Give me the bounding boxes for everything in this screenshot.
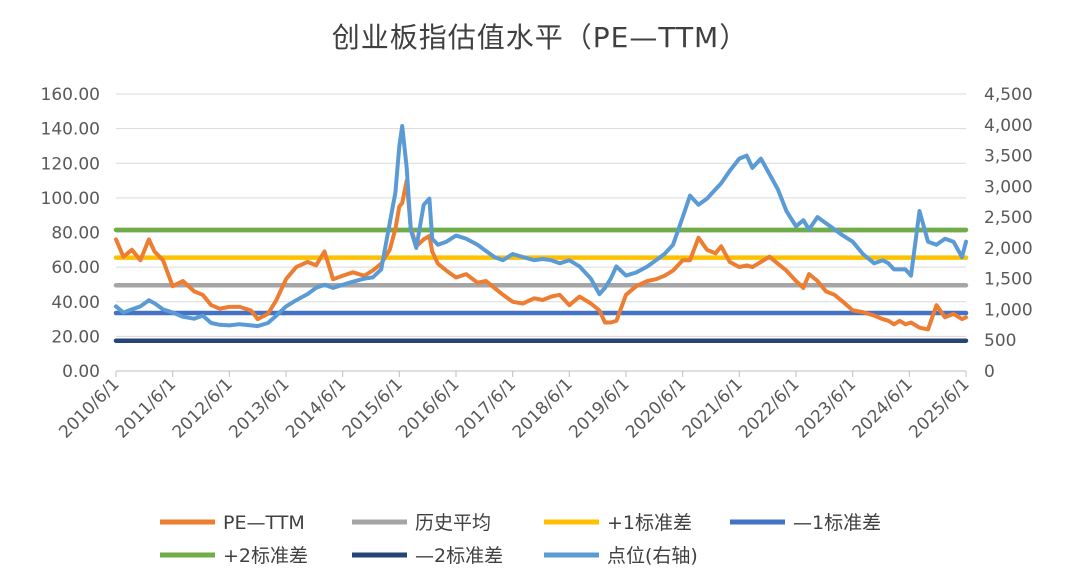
- x-tick-label: 2016/6/1: [395, 374, 463, 442]
- x-tick-label: 2021/6/1: [679, 374, 747, 442]
- y-right-tick-label: 4,500: [984, 85, 1033, 105]
- series-line-pe-ttm: [114, 178, 968, 332]
- x-tick-label: 2013/6/1: [225, 374, 293, 442]
- y-left-tick-label: 20.00: [51, 327, 100, 347]
- x-tick-label: 2017/6/1: [452, 374, 520, 442]
- x-tick-label: 2022/6/1: [735, 374, 803, 442]
- y-left-tick-label: 40.00: [51, 293, 100, 313]
- y-right-tick-label: 1,000: [984, 300, 1033, 320]
- y-right-tick-label: 1,500: [984, 270, 1033, 290]
- y-left-tick-label: 160.00: [41, 85, 100, 105]
- y-right-tick-label: 3,500: [984, 147, 1033, 167]
- legend-label-plus-2-std: +2标准差: [223, 545, 308, 567]
- series-line-index-right-axis: [114, 124, 968, 329]
- x-tick-label: 2014/6/1: [282, 374, 350, 442]
- x-tick-label: 2024/6/1: [849, 374, 917, 442]
- x-tick-label: 2019/6/1: [565, 374, 633, 442]
- x-tick-label: 2020/6/1: [622, 374, 690, 442]
- legend-label-minus-1-std: —1标准差: [793, 512, 881, 534]
- legend-label-index-right-axis: 点位(右轴): [607, 545, 698, 567]
- x-tick-label: 2025/6/1: [905, 374, 973, 442]
- y-left-tick-label: 60.00: [51, 258, 100, 278]
- legend-label-plus-1-std: +1标准差: [607, 512, 692, 534]
- legend: PE—TTM 历史平均 +1标准差 —1标准差 +2标准差 —2标准差 点位(右轴): [160, 512, 881, 567]
- chart-title: 创业板指估值水平（PE—TTM）: [331, 21, 749, 54]
- x-tick-label: 2018/6/1: [509, 374, 577, 442]
- x-tick-label: 2011/6/1: [112, 374, 180, 442]
- y-left-tick-label: 100.00: [41, 189, 100, 209]
- axes: 0.00 20.00 40.00 60.00 80.00 100.00 120.00 140.…: [41, 85, 1033, 443]
- x-tick-label: 2012/6/1: [169, 374, 237, 442]
- series-lines: [113, 124, 969, 343]
- y-left-tick-label: 0.00: [62, 362, 100, 382]
- y-right-tick-label: 0: [984, 362, 995, 382]
- y-left-tick-label: 120.00: [41, 154, 100, 174]
- x-tick-label: 2023/6/1: [792, 374, 860, 442]
- legend-label-historical-average: 历史平均: [415, 512, 491, 534]
- y-left-tick-label: 80.00: [51, 224, 100, 244]
- legend-label-pe-ttm: PE—TTM: [223, 512, 305, 534]
- y-left-tick-label: 140.00: [41, 120, 100, 140]
- y-right-tick-label: 2,500: [984, 208, 1033, 228]
- x-tick-label: 2010/6/1: [55, 374, 123, 442]
- y-right-tick-label: 4,000: [984, 116, 1033, 136]
- x-tick-label: 2015/6/1: [339, 374, 407, 442]
- legend-label-minus-2-std: —2标准差: [415, 545, 503, 567]
- y-right-tick-label: 3,000: [984, 177, 1033, 197]
- y-right-tick-label: 2,000: [984, 239, 1033, 259]
- y-right-tick-label: 500: [984, 331, 1016, 351]
